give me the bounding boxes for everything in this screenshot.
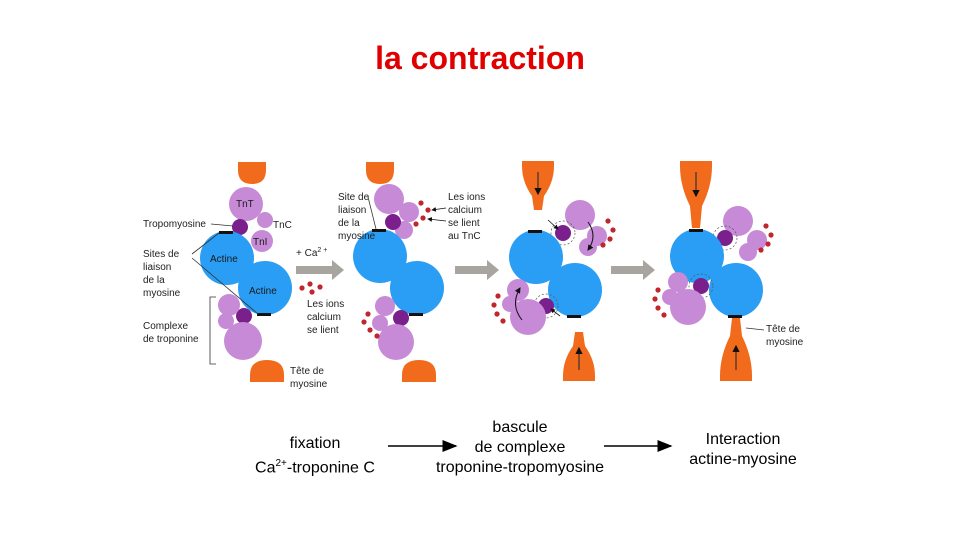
label-complexe-1: de troponine [143,334,199,345]
troponin-tnc [257,212,273,228]
troponin-blob [224,322,262,360]
label-ions-right-1: calcium [448,205,482,216]
caption-fixation: fixation Ca2+-troponine C [255,435,375,477]
label-sites-0: Sites de [143,249,180,260]
panel-calcium-binding: Site de liaison de la myosine Les ions c… [307,162,485,382]
label-site-1: liaison [338,205,366,216]
label-tnc: TnC [273,220,292,231]
label-ions-left-0: Les ions [307,299,344,310]
label-site-2: de la [338,218,360,229]
panel-interaction: Tête de myosine [652,161,804,381]
label-tete-1: myosine [290,379,328,390]
arrow-step-2 [455,260,499,280]
panel-resting-state: TnT TnI Actine Actine Tropomyosine TnC S… [143,162,328,390]
myosin-head-top [238,162,266,184]
label-tete-p4-1: myosine [766,337,804,348]
label-actine-top: Actine [210,254,238,265]
actin-top [200,231,254,285]
label-site-3: myosine [338,231,376,242]
label-sites-2: de la [143,275,165,286]
label-ca-plus: + Ca2 + [296,247,327,259]
label-sites-3: myosine [143,288,181,299]
label-tete-p4-0: Tête de [766,324,800,335]
label-ions-left-2: se lient [307,325,339,336]
tropomyosin-dot [232,219,248,235]
label-ions-right-2: se lient [448,218,480,229]
panel-tilt [491,161,616,381]
label-tni: TnI [253,237,267,248]
actin-bottom [238,261,292,315]
troponin-tnt [229,187,263,221]
label-tnt: TnT [236,199,254,210]
label-ions-left-1: calcium [307,312,341,323]
arrow-step-3 [611,260,655,280]
arrow-add-calcium: + Ca2 + [296,247,344,295]
label-actine-bottom: Actine [249,286,277,297]
caption-bascule: bascule de complexe troponine-tropomyosi… [435,419,605,476]
label-complexe-0: Complexe [143,321,188,332]
label-tropomyosine: Tropomyosine [143,219,206,230]
troponin-blob [218,313,234,329]
label-ions-right-3: au TnC [448,231,481,242]
troponin-tni [251,230,273,252]
label-ions-right-0: Les ions [448,192,485,203]
label-tete-0: Tête de [290,366,324,377]
label-site-0: Site de [338,192,370,203]
caption-interaction: Interaction actine-myosine [689,431,797,468]
binding-site [257,313,271,316]
myosin-head-top [366,162,394,184]
myosin-head-bottom [250,360,284,382]
troponin-blob [218,294,240,316]
binding-site [219,231,233,234]
label-sites-1: liaison [143,262,171,273]
slide-title: la contraction [375,40,585,76]
tropomyosin-dot [236,308,252,324]
